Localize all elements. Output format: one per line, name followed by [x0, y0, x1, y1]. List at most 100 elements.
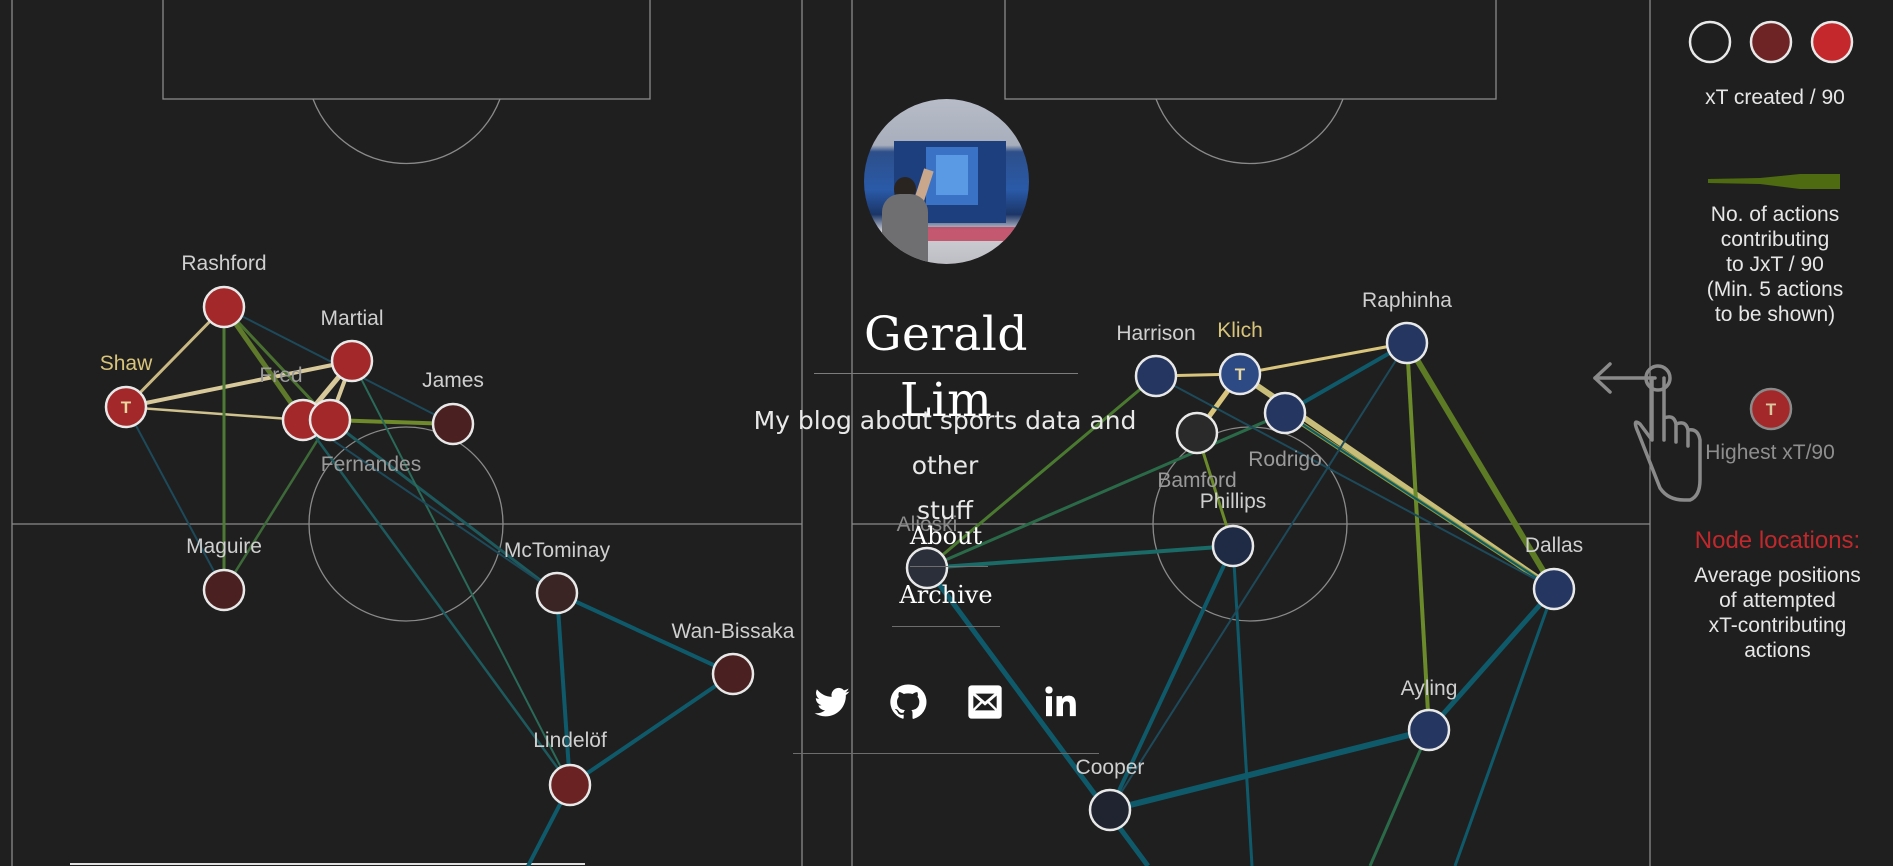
- edge-fred-mctominay: [302, 419, 558, 594]
- label-shaw: Shaw: [100, 352, 153, 375]
- label-maguire: Maguire: [186, 535, 262, 558]
- edge-fernandes-maguire: [222, 419, 332, 591]
- edge-phillips-cooper: [1108, 545, 1235, 811]
- node-mctominay[interactable]: [535, 571, 579, 615]
- nav-archive-link[interactable]: Archive: [899, 581, 993, 609]
- node-martial[interactable]: [330, 339, 374, 383]
- label-phillips: Phillips: [1200, 490, 1267, 513]
- label-martial: Martial: [320, 307, 383, 330]
- network-right-labels: Harrison Klich Raphinha Rodrigo Bamford …: [897, 289, 1584, 779]
- edge-harrison-dallas: [1155, 375, 1555, 590]
- legend: T: [1688, 20, 1854, 431]
- linkedin-icon[interactable]: [1041, 682, 1081, 722]
- shaw-highest-marker: T: [121, 398, 132, 417]
- edge-alioski-phillips: [926, 544, 1234, 570]
- label-alioski: Alioski: [897, 513, 958, 536]
- label-fernandes: Fernandes: [321, 453, 421, 476]
- node-cooper[interactable]: [1088, 788, 1132, 832]
- edge-raphinha-rodrigo: [1284, 341, 1408, 415]
- node-ayling[interactable]: [1407, 708, 1451, 752]
- email-glyph: [968, 685, 1002, 719]
- label-ayling: Ayling: [1401, 677, 1458, 700]
- node-shaw[interactable]: [104, 385, 148, 429]
- github-icon[interactable]: [888, 682, 928, 722]
- avatar-stadium-screen-inner: [936, 155, 968, 195]
- label-dallas: Dallas: [1525, 534, 1583, 557]
- label-rodrigo: Rodrigo: [1248, 448, 1322, 471]
- edge-shaw-martial: [125, 359, 353, 409]
- edge-rodrigo-dallas-2: [1284, 412, 1555, 590]
- node-maguire[interactable]: [202, 568, 246, 612]
- label-mctominay: McTominay: [504, 539, 611, 562]
- edge-rashford-shaw: [124, 305, 226, 409]
- edge-cooper-ayling: [1109, 727, 1430, 813]
- edge-rodrigo-alioski: [926, 411, 1286, 570]
- site-title[interactable]: Gerald Lim: [864, 307, 1028, 428]
- github-glyph: [890, 684, 927, 719]
- label-raphinha: Raphinha: [1362, 289, 1452, 312]
- edge-ayling-offscreen: [1368, 729, 1431, 866]
- pitch-lines: [11, 0, 1651, 866]
- edge-rashford-fred: [221, 305, 306, 422]
- legend-highest-marker: T: [1766, 400, 1777, 419]
- node-dallas[interactable]: [1532, 567, 1576, 611]
- node-rodrigo[interactable]: [1263, 391, 1307, 435]
- nav-about-link[interactable]: About: [909, 522, 983, 550]
- edge-klich-raphinha: [1239, 341, 1408, 376]
- twitter-glyph: [814, 687, 850, 717]
- linkedin-glyph: [1045, 686, 1076, 717]
- label-james: James: [422, 369, 484, 392]
- node-rashford[interactable]: [202, 285, 246, 329]
- edge-raphinha-dallas: [1404, 341, 1557, 591]
- email-icon[interactable]: [965, 682, 1005, 722]
- legend-xt-mid-node: [1749, 20, 1793, 64]
- node-phillips[interactable]: [1211, 524, 1255, 568]
- label-wan-bissaka: Wan-Bissaka: [672, 620, 795, 643]
- label-fred: Fred: [259, 364, 302, 387]
- edge-phillips-offscreen: [1231, 545, 1254, 866]
- node-lindelof[interactable]: [548, 763, 592, 807]
- node-james[interactable]: [431, 402, 475, 446]
- network-left-nodes: [104, 285, 755, 807]
- node-bamford[interactable]: [1175, 411, 1219, 455]
- highest-xt-markers: T T: [121, 365, 1246, 417]
- edge-martial-lindelof: [351, 360, 571, 786]
- node-fernandes[interactable]: [308, 398, 352, 442]
- edge-shaw-fred: [125, 405, 304, 422]
- edge-mctominay-lindelof: [555, 592, 572, 786]
- edge-raphinha-cooper: [1109, 342, 1408, 811]
- swipe-hand-icon: [1593, 362, 1702, 502]
- node-harrison[interactable]: [1134, 354, 1178, 398]
- node-raphinha[interactable]: [1385, 321, 1429, 365]
- edge-raphinha-ayling: [1405, 342, 1431, 731]
- label-rashford: Rashford: [181, 252, 266, 275]
- edge-fred-lindelof: [301, 419, 572, 786]
- label-harrison: Harrison: [1116, 322, 1195, 345]
- legend-highest-node: [1749, 387, 1793, 431]
- legend-edge-width-sample: [1708, 174, 1840, 189]
- label-bamford: Bamford: [1157, 469, 1236, 492]
- edge-dallas-offscreen: [1453, 588, 1556, 866]
- edge-ayling-dallas: [1427, 587, 1556, 732]
- node-klich[interactable]: [1218, 352, 1262, 396]
- edge-wanbissaka-lindelof: [568, 672, 735, 787]
- edge-shaw-maguire: [125, 406, 225, 591]
- label-lindelof: Lindelöf: [533, 729, 607, 752]
- network-left-labels: Rashford Martial Shaw Fred Fernandes Jam…: [100, 252, 795, 752]
- legend-xt-low-node: [1688, 20, 1732, 64]
- avatar[interactable]: [864, 99, 1029, 264]
- node-alioski[interactable]: [905, 546, 949, 590]
- edge-harrison-alioski: [926, 374, 1157, 570]
- klich-highest-marker: T: [1235, 365, 1246, 384]
- legend-xt-high-node: [1810, 20, 1854, 64]
- node-wan-bissaka[interactable]: [711, 652, 755, 696]
- edge-fernandes-mctominay: [329, 418, 558, 595]
- label-klich: Klich: [1217, 319, 1263, 342]
- network-right-nodes: [905, 321, 1576, 832]
- avatar-person: [882, 194, 928, 264]
- edge-mctominay-wanbissaka: [556, 591, 734, 676]
- avatar-crowd: [924, 227, 1024, 241]
- twitter-icon[interactable]: [812, 682, 852, 722]
- label-cooper: Cooper: [1076, 756, 1145, 779]
